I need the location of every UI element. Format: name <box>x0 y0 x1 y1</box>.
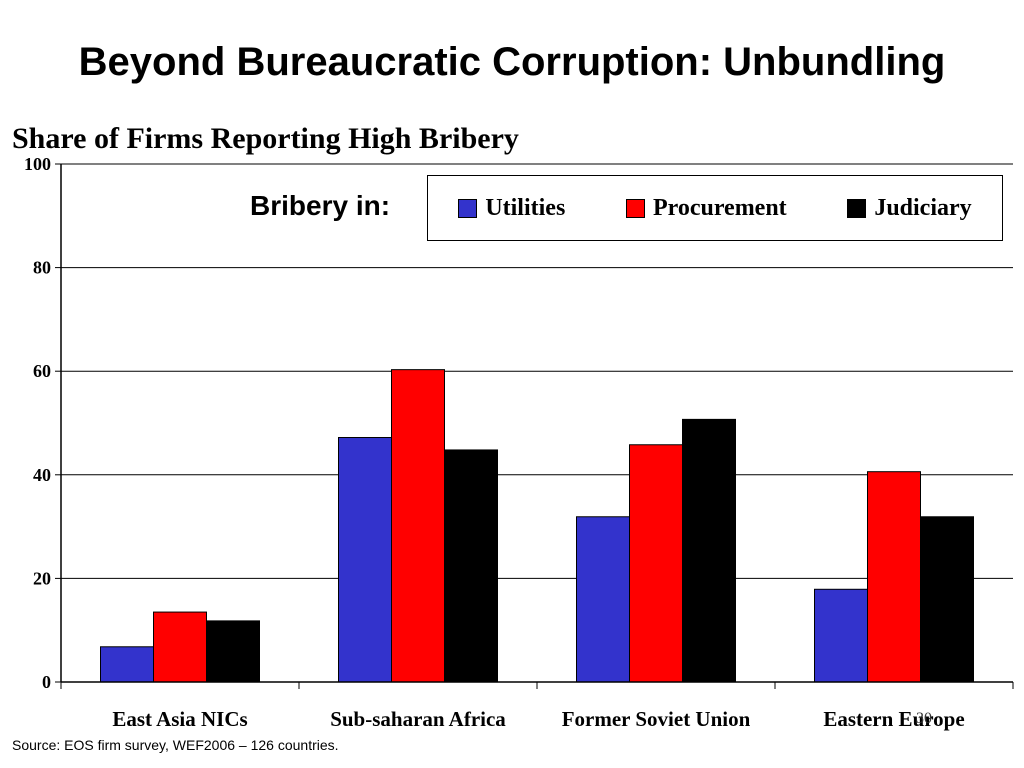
legend-swatch-judiciary <box>847 198 867 218</box>
page-number: 30 <box>916 710 932 727</box>
legend-item-judiciary: Judiciary <box>847 194 972 222</box>
y-tick-label: 0 <box>42 672 51 692</box>
bar-utilities-1 <box>338 437 392 683</box>
bars <box>100 369 974 683</box>
x-tick-label: Former Soviet Union <box>562 707 751 731</box>
tick-labels: 0 20 40 60 80 100 East Asia NICs Sub-saharan Af… <box>24 154 965 731</box>
bar-utilities-3 <box>814 588 868 683</box>
y-tick-label: 60 <box>33 361 51 381</box>
chart-title: Share of Firms Reporting High Bribery <box>12 122 519 155</box>
bar-judiciary-2 <box>682 418 736 683</box>
bar-judiciary-1 <box>444 449 498 683</box>
y-tick-label: 20 <box>33 568 51 588</box>
bar-judiciary-0 <box>206 620 260 683</box>
legend: Utilities Procurement Judiciary <box>427 175 1003 241</box>
x-tick-label: Eastern Europe <box>823 707 964 731</box>
legend-label-utilities: Utilities <box>485 194 566 221</box>
y-tick-label: 100 <box>24 154 51 174</box>
source-note: Source: EOS firm survey, WEF2006 – 126 c… <box>12 737 339 753</box>
legend-item-utilities: Utilities <box>458 195 565 222</box>
gridlines <box>61 163 1013 579</box>
legend-lead-text: Bribery in: <box>250 190 391 221</box>
bar-utilities-2 <box>576 516 630 683</box>
bar-utilities-0 <box>100 646 154 683</box>
x-tick-label: Sub-saharan Africa <box>330 707 506 731</box>
legend-item-procurement: Procurement <box>625 194 787 222</box>
slide-title: Beyond Bureaucratic Corruption: Unbundli… <box>78 40 946 84</box>
axes <box>55 163 1014 689</box>
legend-swatch-utilities <box>458 198 478 218</box>
legend-label-judiciary: Judiciary <box>874 194 972 221</box>
bar-procurement-3 <box>867 471 921 683</box>
y-tick-label: 40 <box>33 465 51 485</box>
bar-procurement-1 <box>391 369 445 683</box>
legend-swatch-procurement <box>625 198 645 218</box>
x-tick-label: East Asia NICs <box>112 707 247 731</box>
bar-judiciary-3 <box>920 516 974 683</box>
bar-procurement-0 <box>153 611 207 683</box>
y-tick-label: 80 <box>33 258 51 278</box>
legend-label-procurement: Procurement <box>652 194 787 221</box>
bar-procurement-2 <box>629 444 683 683</box>
